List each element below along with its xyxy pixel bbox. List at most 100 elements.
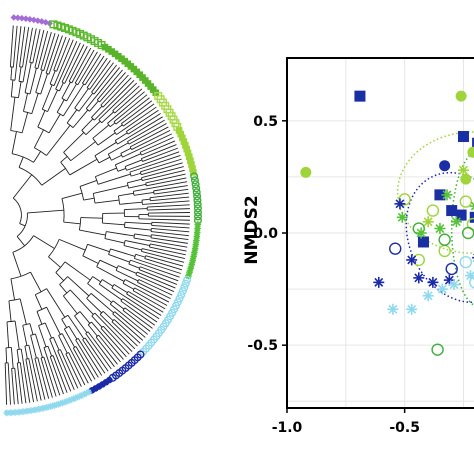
tree-tip-marker (14, 14, 22, 22)
tree-tip-marker (177, 130, 185, 138)
tree-branch (46, 124, 71, 156)
tree-branch (85, 333, 112, 370)
tree-branch (22, 27, 30, 68)
tree-branch (112, 313, 144, 341)
tree-branch (77, 338, 103, 376)
tree-tip-marker (192, 184, 201, 193)
tree-arc (114, 140, 118, 145)
tree-tip-marker (190, 172, 199, 181)
tree-arc (95, 334, 99, 338)
data-point (387, 303, 399, 315)
tree-branch (44, 322, 52, 339)
tree-branch (87, 331, 115, 367)
tree-branch (127, 178, 142, 184)
tree-tip-marker (189, 165, 196, 172)
tree-arc (38, 322, 46, 326)
tree-branch (56, 99, 65, 113)
tree-branch (61, 81, 71, 99)
tree-branch (69, 289, 94, 315)
tree-tip-marker (190, 176, 199, 185)
tree-tip-marker (181, 279, 190, 288)
tree-branch (22, 27, 33, 83)
data-point (373, 276, 385, 288)
tree-branch (70, 141, 96, 162)
tree-branch (14, 320, 20, 350)
tree-branch (34, 294, 43, 310)
tree-branch (86, 57, 108, 88)
tree-branch (142, 200, 190, 205)
tree-branch (59, 82, 64, 92)
tree-branch (43, 347, 61, 396)
tree-branch (100, 328, 127, 358)
data-point (455, 90, 467, 102)
tree-tip-marker (34, 17, 42, 24)
data-point (457, 164, 469, 176)
tree-branch (79, 229, 106, 236)
tree-branch (138, 218, 190, 221)
tree-branch (47, 345, 53, 357)
tree-branch (96, 266, 125, 282)
tree-branch (6, 321, 10, 348)
tree-arc (135, 271, 138, 276)
tree-branch (117, 116, 163, 145)
tree-branch (94, 312, 133, 352)
y-tick-label: -0.5 (247, 338, 278, 354)
tree-branch (75, 346, 96, 380)
data-point (439, 160, 451, 172)
tree-tip-marker (180, 283, 189, 292)
tree-branch (72, 347, 93, 382)
tree-branch (29, 68, 37, 94)
tree-branch (95, 167, 117, 178)
tree-branch (58, 335, 68, 354)
data-point (434, 223, 446, 235)
tree-branch (85, 120, 101, 135)
tree-branch (94, 141, 117, 157)
tree-arc (73, 346, 77, 349)
tree-branch (141, 144, 177, 159)
tree-branch (153, 188, 189, 195)
tree-branch (92, 124, 110, 139)
tree-tip-marker (22, 15, 30, 22)
tree-arc (92, 193, 96, 204)
tree-branch (136, 271, 176, 289)
tree-branch (98, 156, 111, 164)
tree-tip-marker (183, 145, 191, 153)
tree-branch (113, 124, 123, 132)
tree-branch (10, 66, 13, 80)
tree-arc (115, 265, 119, 271)
tree-tip-marker (191, 180, 200, 189)
tree-branch (97, 173, 131, 185)
tree-branch (95, 336, 118, 365)
tree-branch (109, 303, 149, 335)
tree-arc (139, 152, 142, 156)
tree-branch (114, 132, 128, 141)
tree-arc (132, 191, 135, 196)
tree-tip-marker (18, 14, 26, 22)
tree-branch (12, 252, 22, 277)
data-point (467, 146, 474, 158)
tree-branch (18, 156, 24, 168)
tree-branch (113, 319, 141, 344)
tree-branch (108, 254, 130, 263)
tree-branch (153, 185, 188, 192)
data-point (389, 242, 402, 255)
tree-branch (150, 231, 189, 237)
tree-branch (55, 272, 65, 281)
tree-arc (118, 195, 120, 205)
tree-branch (138, 279, 173, 296)
tree-branch (97, 132, 116, 146)
tree-branch (27, 209, 64, 214)
tree-branch (139, 266, 179, 282)
tree-branch (24, 62, 32, 93)
tree-branch (133, 181, 188, 192)
tree-branch (102, 310, 114, 321)
tree-branch (30, 271, 42, 293)
data-point (457, 131, 469, 143)
tree-branch (118, 265, 137, 274)
tree-arc (113, 130, 117, 135)
data-point (406, 303, 418, 315)
tree-branch (53, 36, 67, 71)
tree-branch (19, 298, 27, 325)
tree-branch (87, 324, 98, 337)
tree-branch (32, 29, 41, 64)
